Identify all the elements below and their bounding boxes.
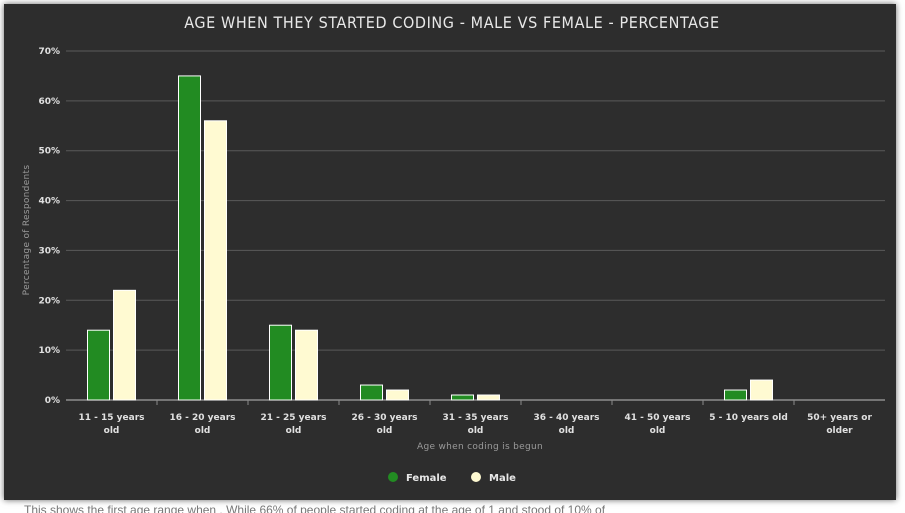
x-axis-ticks: 11 - 15 years old 16 - 20 years old 21 - 25 … — [78, 413, 872, 436]
legend-item-female[interactable]: Female — [388, 472, 447, 484]
legend-swatch — [388, 472, 398, 482]
x-tick-label: 50+ years or older — [807, 413, 872, 436]
bar-male[interactable] — [204, 120, 227, 401]
x-tick-label: 36 - 40 years old — [533, 413, 599, 436]
bar-male[interactable] — [386, 389, 409, 401]
bar-female[interactable] — [178, 75, 201, 401]
y-tick-label: 40% — [38, 197, 60, 207]
y-tick-label: 20% — [38, 296, 60, 306]
bar-female[interactable] — [451, 394, 474, 401]
legend-item-male[interactable]: Male — [471, 472, 516, 484]
grid-lines — [66, 50, 885, 401]
y-tick-label: 60% — [38, 97, 60, 107]
x-tick-label: 26 - 30 years old — [351, 413, 417, 436]
bar-male[interactable] — [750, 379, 773, 401]
chart-title: AGE WHEN THEY STARTED CODING - MALE VS F… — [184, 13, 719, 32]
y-tick-label: 0% — [45, 396, 60, 406]
bars — [87, 75, 795, 405]
y-tick-label: 30% — [38, 246, 60, 256]
bar-female[interactable] — [87, 329, 110, 401]
bar-male[interactable] — [295, 329, 318, 401]
x-tick-label: 5 - 10 years old — [709, 413, 788, 423]
caption-text: This shows the first age range when . Wh… — [24, 503, 606, 513]
x-axis-label: Age when coding is begun — [417, 442, 543, 452]
y-tick-label: 50% — [38, 147, 60, 157]
bar-female[interactable] — [724, 389, 747, 401]
x-tick-label: 41 - 50 years old — [624, 413, 690, 436]
y-axis-ticks: 0% 10% 20% 30% 40% 50% 60% 70% — [38, 47, 60, 406]
y-axis-label: Percentage of Respondents — [22, 165, 32, 296]
legend-label: Male — [489, 473, 516, 484]
y-tick-label: 10% — [38, 346, 60, 356]
bar-female[interactable] — [360, 384, 383, 401]
y-tick-label: 70% — [38, 47, 60, 57]
legend-swatch — [471, 472, 481, 482]
x-tick-label: 16 - 20 years old — [169, 413, 235, 436]
legend[interactable]: Female Male — [388, 472, 516, 484]
x-tick-label: 21 - 25 years old — [260, 413, 326, 436]
bar-male[interactable] — [477, 394, 500, 401]
x-tick-label: 11 - 15 years old — [78, 413, 144, 436]
bar-male[interactable] — [113, 289, 136, 401]
x-tick-label: 31 - 35 years old — [442, 413, 508, 436]
bar-chart: AGE WHEN THEY STARTED CODING - MALE VS F… — [22, 13, 885, 484]
legend-label: Female — [406, 473, 447, 484]
bar-female[interactable] — [269, 324, 292, 401]
chart-panel: AGE WHEN THEY STARTED CODING - MALE VS F… — [4, 4, 896, 500]
